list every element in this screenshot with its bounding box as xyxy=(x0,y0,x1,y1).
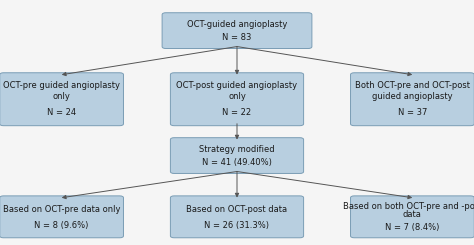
FancyBboxPatch shape xyxy=(350,73,474,126)
FancyBboxPatch shape xyxy=(170,196,304,238)
Text: N = 37: N = 37 xyxy=(398,108,427,117)
Text: N = 26 (31.3%): N = 26 (31.3%) xyxy=(204,221,270,230)
Text: Both OCT-pre and OCT-post: Both OCT-pre and OCT-post xyxy=(355,81,470,90)
Text: N = 7 (8.4%): N = 7 (8.4%) xyxy=(385,222,439,232)
Text: guided angioplasty: guided angioplasty xyxy=(372,92,453,101)
Text: N = 24: N = 24 xyxy=(47,108,76,117)
Text: N = 22: N = 22 xyxy=(222,108,252,117)
FancyBboxPatch shape xyxy=(0,196,123,238)
Text: data: data xyxy=(403,210,422,220)
FancyBboxPatch shape xyxy=(170,138,304,173)
Text: only: only xyxy=(53,92,71,101)
Text: only: only xyxy=(228,92,246,101)
Text: Strategy modified: Strategy modified xyxy=(199,145,275,154)
Text: OCT-pre guided angioplasty: OCT-pre guided angioplasty xyxy=(3,81,120,90)
Text: N = 83: N = 83 xyxy=(222,33,252,42)
Text: OCT-post guided angioplasty: OCT-post guided angioplasty xyxy=(176,81,298,90)
FancyBboxPatch shape xyxy=(162,13,312,49)
Text: Based on OCT-pre data only: Based on OCT-pre data only xyxy=(3,206,120,214)
FancyBboxPatch shape xyxy=(350,196,474,238)
Text: Based on OCT-post data: Based on OCT-post data xyxy=(186,206,288,214)
FancyBboxPatch shape xyxy=(0,73,123,126)
Text: N = 8 (9.6%): N = 8 (9.6%) xyxy=(35,221,89,230)
Text: N = 41 (49.40%): N = 41 (49.40%) xyxy=(202,158,272,167)
Text: OCT-guided angioplasty: OCT-guided angioplasty xyxy=(187,20,287,29)
Text: Based on both OCT-pre and -post: Based on both OCT-pre and -post xyxy=(343,202,474,211)
FancyBboxPatch shape xyxy=(170,73,304,126)
